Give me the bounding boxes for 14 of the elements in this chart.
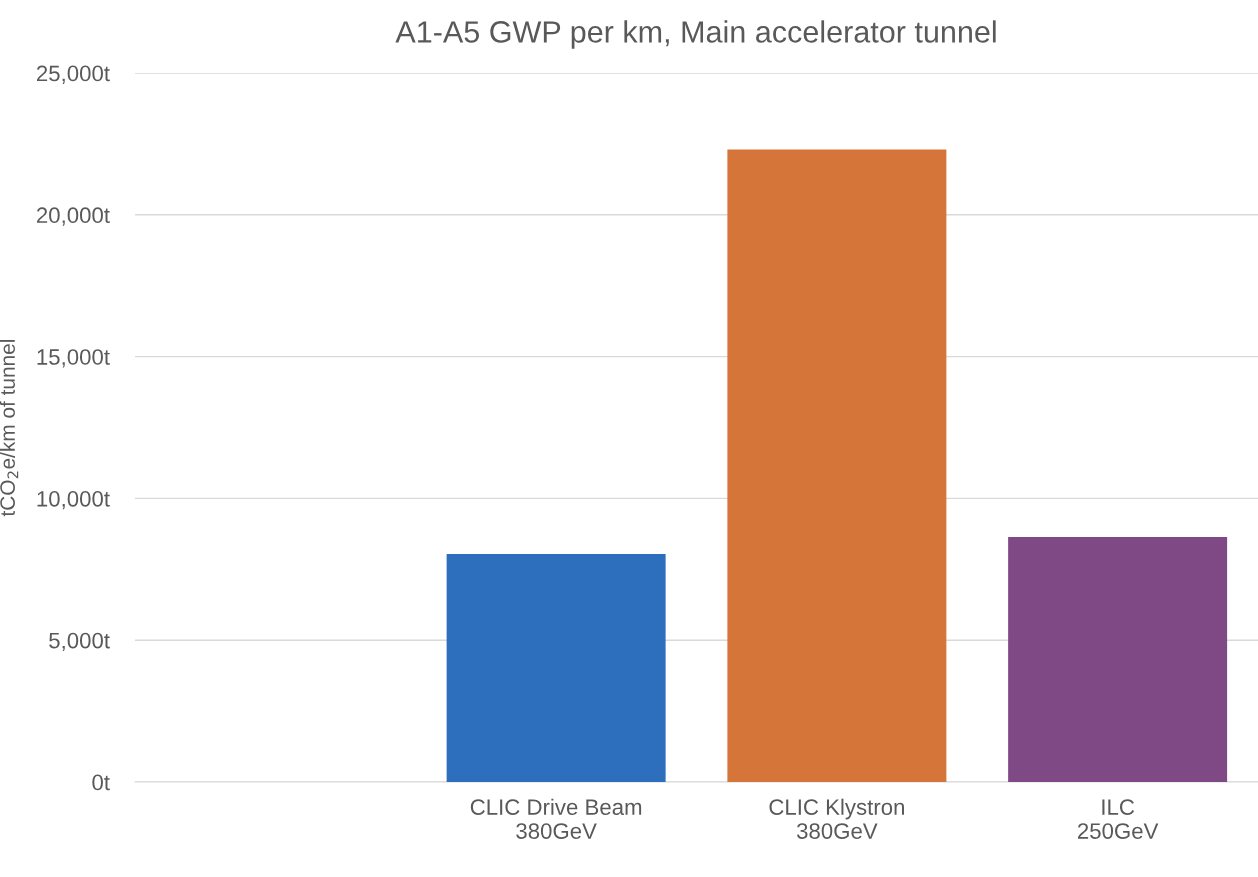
y-tick-label: 5,000t <box>49 632 110 652</box>
y-tick-label: 10,000t <box>37 490 110 510</box>
bar <box>727 149 947 782</box>
y-tick-label: 25,000t <box>36 65 110 84</box>
x-tick-label: CLIC Klystron 380GeV <box>769 798 904 839</box>
y-tick-label: 0t <box>92 774 110 791</box>
x-tick-label: ILC 250GeV <box>1077 799 1159 839</box>
bar <box>1008 536 1228 782</box>
x-tick-label: CLIC Drive Beam 380GeV <box>470 798 642 839</box>
y-tick-label: 20,000t <box>36 207 110 226</box>
y-axis-title: tCO$_{2}$e/km of tunnel <box>0 340 19 517</box>
chart-title: A1-A5 GWP per km, Main accelerator tunnel <box>395 20 996 49</box>
y-tick-label: 15,000t <box>37 349 110 368</box>
bar <box>446 553 666 782</box>
